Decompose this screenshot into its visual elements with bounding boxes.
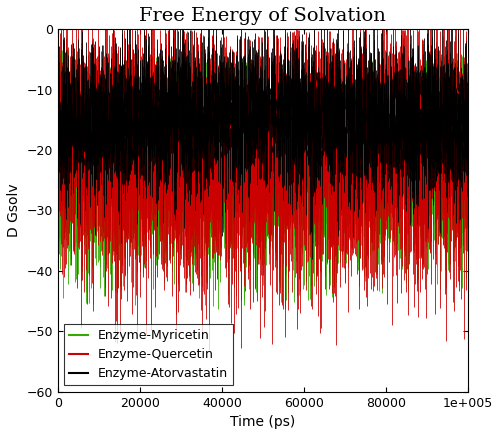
Title: Free Energy of Solvation: Free Energy of Solvation (140, 7, 386, 25)
Y-axis label: D Gsolv: D Gsolv (7, 184, 21, 237)
Legend: Enzyme-Myricetin, Enzyme-Quercetin, Enzyme-Atorvastatin: Enzyme-Myricetin, Enzyme-Quercetin, Enzy… (64, 324, 233, 385)
X-axis label: Time (ps): Time (ps) (230, 415, 296, 429)
